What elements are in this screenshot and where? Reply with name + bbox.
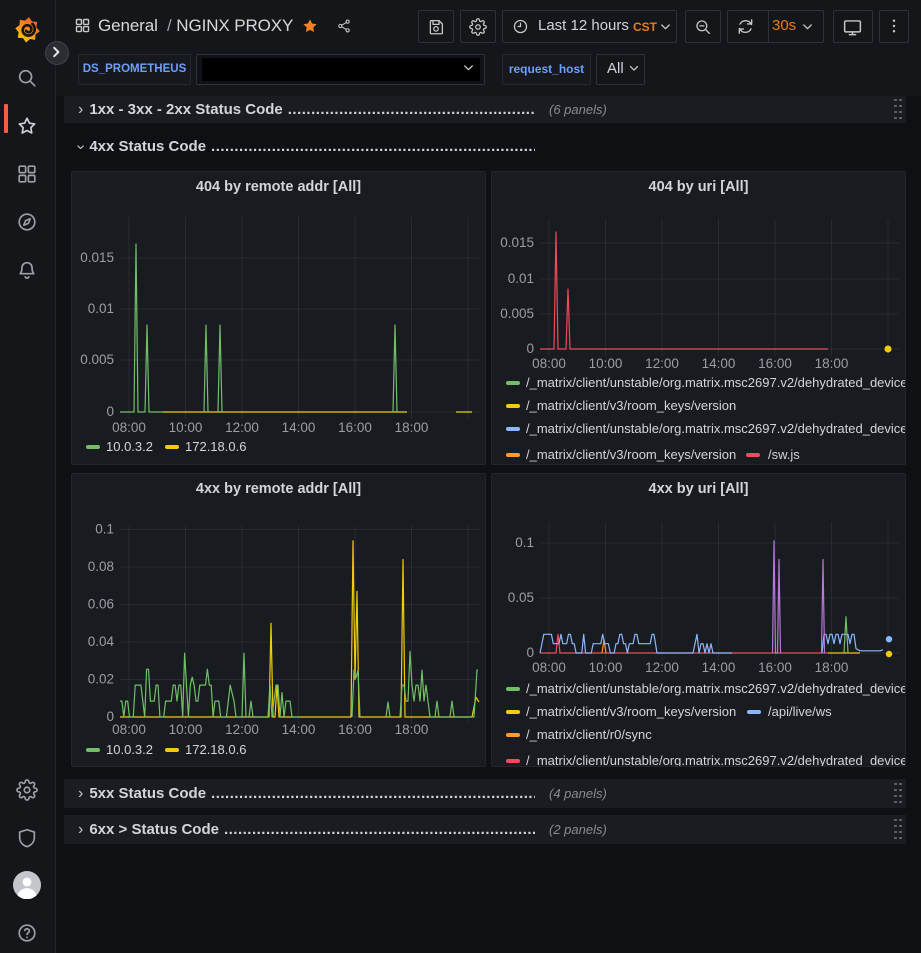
svg-text:10:00: 10:00 <box>169 722 203 737</box>
svg-text:0.015: 0.015 <box>500 235 534 250</box>
svg-text:10:00: 10:00 <box>589 660 623 675</box>
svg-text:08:00: 08:00 <box>112 722 146 737</box>
svg-text:0.01: 0.01 <box>88 301 114 316</box>
svg-text:0.01: 0.01 <box>508 271 534 286</box>
svg-text:0.005: 0.005 <box>80 352 114 367</box>
svg-text:16:00: 16:00 <box>758 660 792 675</box>
svg-text:08:00: 08:00 <box>532 356 566 371</box>
svg-text:16:00: 16:00 <box>758 356 792 371</box>
svg-text:12:00: 12:00 <box>225 722 259 737</box>
svg-text:16:00: 16:00 <box>338 722 372 737</box>
svg-text:0.04: 0.04 <box>88 634 115 649</box>
svg-text:0.1: 0.1 <box>515 535 534 550</box>
svg-text:0.005: 0.005 <box>500 306 534 321</box>
svg-text:18:00: 18:00 <box>815 356 849 371</box>
svg-text:10:00: 10:00 <box>589 356 623 371</box>
svg-text:12:00: 12:00 <box>645 660 679 675</box>
svg-text:0: 0 <box>526 341 534 356</box>
svg-text:0.015: 0.015 <box>80 250 114 265</box>
svg-text:14:00: 14:00 <box>282 420 316 435</box>
svg-text:0: 0 <box>106 709 114 724</box>
svg-text:0: 0 <box>526 645 534 660</box>
svg-text:08:00: 08:00 <box>112 420 146 435</box>
svg-text:0.05: 0.05 <box>508 590 534 605</box>
svg-text:0.1: 0.1 <box>95 522 114 537</box>
svg-text:0.02: 0.02 <box>88 672 114 687</box>
svg-text:0.06: 0.06 <box>88 597 114 612</box>
svg-text:10:00: 10:00 <box>169 420 203 435</box>
svg-text:08:00: 08:00 <box>532 660 566 675</box>
svg-text:14:00: 14:00 <box>702 660 736 675</box>
svg-text:18:00: 18:00 <box>395 722 429 737</box>
svg-text:0.08: 0.08 <box>88 559 114 574</box>
svg-text:18:00: 18:00 <box>815 660 849 675</box>
svg-text:14:00: 14:00 <box>702 356 736 371</box>
svg-text:16:00: 16:00 <box>338 420 372 435</box>
svg-text:12:00: 12:00 <box>645 356 679 371</box>
svg-text:0: 0 <box>106 404 114 419</box>
svg-text:14:00: 14:00 <box>282 722 316 737</box>
svg-text:12:00: 12:00 <box>225 420 259 435</box>
svg-text:18:00: 18:00 <box>395 420 429 435</box>
